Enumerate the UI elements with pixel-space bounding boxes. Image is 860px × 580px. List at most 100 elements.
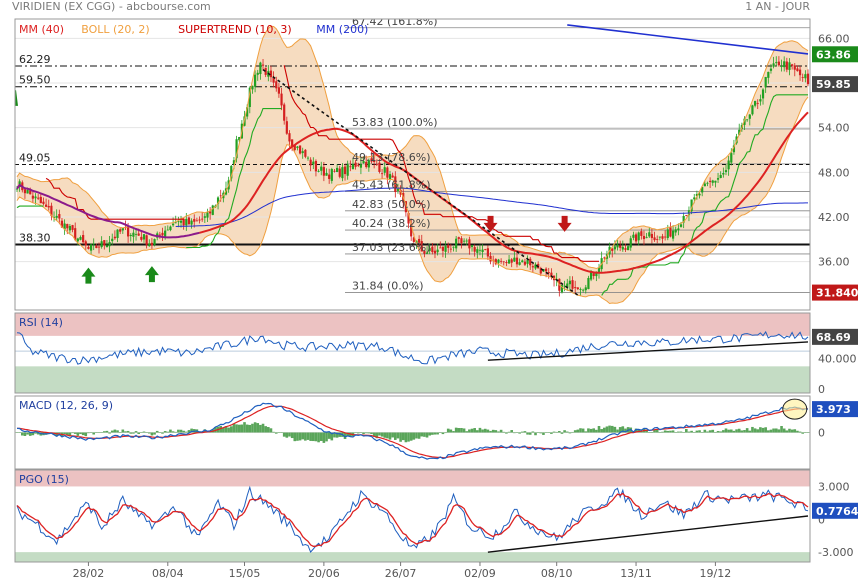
macd-hist-bar — [539, 432, 543, 434]
candle — [251, 85, 254, 94]
candle — [264, 67, 267, 78]
macd-hist-bar — [245, 424, 249, 433]
candle — [584, 284, 587, 294]
fibonacci-label: 53.83 (100.0%) — [352, 116, 438, 129]
candle — [759, 94, 762, 106]
candle — [410, 218, 413, 241]
macd-hist-bar — [708, 430, 712, 433]
macd-hist-bar — [658, 432, 662, 433]
macd-hist-bar — [229, 426, 233, 433]
candle — [560, 284, 564, 294]
macd-hist-bar — [203, 429, 207, 433]
macd-hist-bar — [163, 431, 167, 433]
macd-hist-bar — [274, 432, 278, 434]
candle — [748, 114, 751, 126]
candle — [711, 179, 714, 186]
macd-hist-bar — [386, 432, 389, 439]
macd-hist-bar — [282, 432, 286, 437]
candle — [460, 236, 463, 249]
macd-hist-bar — [719, 431, 722, 433]
macd-hist-bar — [756, 429, 760, 433]
candle — [52, 211, 56, 222]
macd-hist-bar — [743, 430, 746, 433]
candle — [201, 212, 204, 222]
macd-hist-bar — [716, 431, 720, 433]
price-tag-top-bg — [812, 46, 858, 63]
candle — [68, 224, 72, 234]
candle — [518, 258, 521, 266]
macd-hist-bar — [724, 428, 728, 433]
macd-hist-bar — [31, 432, 35, 436]
macd-hist-bar — [396, 432, 400, 439]
candle — [288, 130, 291, 148]
candle — [529, 256, 532, 270]
macd-hist-bar — [706, 431, 709, 433]
candle — [489, 252, 492, 265]
macd-hist-bar — [785, 430, 789, 433]
candle — [92, 238, 95, 251]
candle — [158, 231, 161, 239]
candle — [346, 160, 349, 180]
candle — [661, 233, 664, 244]
candle — [423, 250, 426, 258]
macd-hist-bar — [147, 432, 151, 434]
macd-hist-bar — [753, 428, 757, 433]
macd-hist-bar — [526, 432, 529, 435]
macd-hist-bar — [510, 430, 514, 433]
macd-hist-bar — [796, 430, 799, 433]
macd-hist-bar — [534, 432, 537, 436]
candle — [328, 168, 331, 184]
candle — [521, 259, 524, 263]
buy-arrow-icon — [144, 266, 159, 283]
macd-hist-bar — [261, 423, 265, 433]
macd-hist-bar — [698, 430, 701, 433]
macd-hist-bar — [81, 432, 85, 436]
macd-hist-bar — [28, 432, 32, 436]
pgo-lower-zone — [15, 552, 810, 562]
macd-hist-bar — [18, 432, 21, 433]
macd-hist-bar — [729, 429, 733, 433]
macd-hist-bar — [568, 432, 572, 434]
candle — [701, 186, 704, 197]
macd-hist-bar — [531, 431, 535, 433]
pgo-label: PGO (15) — [19, 473, 69, 486]
candle — [645, 232, 648, 239]
macd-hist-bar — [121, 429, 125, 433]
macd-hist-bar — [311, 432, 315, 442]
macd-border — [14, 395, 811, 470]
macd-hist-bar — [190, 428, 193, 433]
candle — [95, 243, 98, 249]
macd-hist-bar — [679, 431, 683, 433]
macd-hist-bar — [317, 432, 320, 443]
macd-hist-bar — [288, 432, 291, 437]
macd-hist-bar — [264, 426, 267, 433]
macd-hist-bar — [330, 432, 334, 441]
macd-hist-bar — [404, 432, 408, 443]
macd-hist-bar — [486, 429, 490, 433]
candle — [682, 212, 685, 229]
macd-hist-bar — [438, 432, 442, 433]
macd-hist-bar — [581, 428, 585, 433]
candle — [568, 276, 572, 291]
candle — [753, 100, 757, 108]
macd-hist-bar — [103, 431, 106, 433]
legend-entry: BOLL (20, 2) — [81, 23, 149, 36]
fibonacci-label: 67.42 (161.8%) — [352, 15, 438, 28]
macd-hist-bar — [782, 428, 786, 433]
macd-hist-bar — [280, 432, 283, 433]
macd-hist-bar — [740, 430, 744, 433]
macd-hist-bar — [401, 432, 405, 441]
candle — [275, 76, 278, 92]
candle — [298, 145, 302, 155]
candle — [473, 244, 476, 257]
candle — [272, 71, 275, 88]
candle — [685, 214, 688, 217]
macd-hist-bar — [653, 429, 656, 433]
candle — [444, 240, 447, 258]
macd-hist-bar — [251, 423, 254, 433]
macd-hist-bar — [333, 432, 336, 438]
macd-hist-bar — [314, 432, 318, 442]
candle — [775, 56, 778, 67]
macd-hist-bar — [182, 430, 185, 433]
